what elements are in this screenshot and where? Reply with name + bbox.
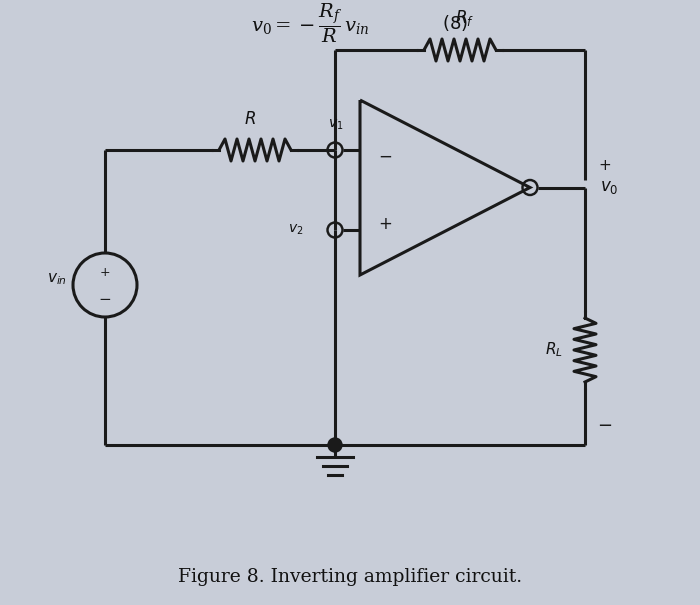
Circle shape bbox=[328, 438, 342, 452]
Text: $v_{in}$: $v_{in}$ bbox=[47, 271, 67, 287]
Text: $R_L$: $R_L$ bbox=[545, 341, 563, 359]
Text: $+$: $+$ bbox=[378, 215, 392, 233]
Text: $-$: $-$ bbox=[378, 147, 392, 165]
Text: $v_1$: $v_1$ bbox=[328, 117, 344, 132]
Text: Figure 8. Inverting amplifier circuit.: Figure 8. Inverting amplifier circuit. bbox=[178, 568, 522, 586]
Text: $-$: $-$ bbox=[597, 415, 612, 433]
Text: $-$: $-$ bbox=[99, 290, 111, 306]
Text: $v_0$: $v_0$ bbox=[600, 179, 618, 196]
Text: $(8)$: $(8)$ bbox=[442, 13, 468, 33]
Text: $v_0 = -\dfrac{R_f}{R}\,v_{in}$: $v_0 = -\dfrac{R_f}{R}\,v_{in}$ bbox=[251, 1, 370, 45]
Text: $v_2$: $v_2$ bbox=[288, 223, 303, 237]
Text: $R$: $R$ bbox=[244, 111, 256, 128]
Text: $R_f$: $R_f$ bbox=[456, 8, 475, 28]
Text: $+$: $+$ bbox=[99, 266, 111, 280]
Text: $+$: $+$ bbox=[598, 158, 611, 173]
